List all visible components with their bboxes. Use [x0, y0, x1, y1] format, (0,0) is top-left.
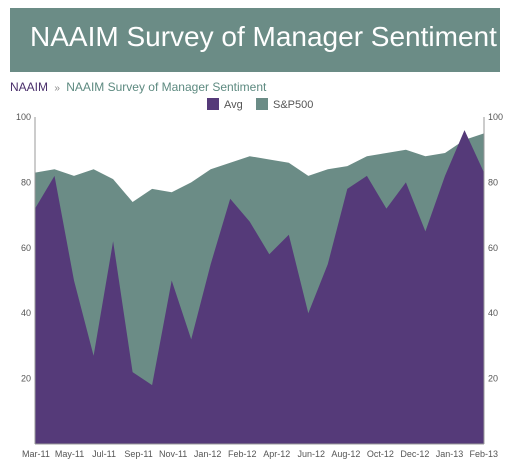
y-tick-label-left: 40	[21, 308, 31, 318]
x-tick-label: May-11	[55, 449, 84, 459]
legend-swatch-sp500	[256, 98, 268, 110]
y-tick-label-left: 60	[21, 243, 31, 253]
x-tick-label: Mar-11	[22, 449, 50, 459]
breadcrumb-current-link[interactable]: NAAIM Survey of Manager Sentiment	[66, 80, 267, 94]
x-tick-label: Feb-13	[469, 449, 498, 459]
legend: Avg S&P500	[207, 98, 313, 111]
plot-area: 20 20 40 40 60 60 80 80 100 100 Mar-11 May-11 Jul-11…	[16, 112, 503, 459]
x-tick-label: Jul-11	[92, 449, 116, 459]
header-banner: NAAIM Survey of Manager Sentiment	[10, 8, 500, 72]
y-tick-label-right: 100	[488, 112, 503, 122]
breadcrumb-separator: »	[54, 83, 60, 94]
x-tick-label: Sep-11	[124, 449, 152, 459]
y-tick-label-right: 80	[488, 177, 498, 187]
legend-label-avg: Avg	[224, 99, 243, 111]
x-tick-label: Jan-13	[436, 449, 464, 459]
x-tick-label: Dec-12	[400, 449, 429, 459]
x-tick-label: Jun-12	[298, 449, 326, 459]
legend-swatch-avg	[207, 98, 219, 110]
x-tick-label: Apr-12	[263, 449, 290, 459]
y-tick-label-left: 20	[21, 374, 31, 384]
y-tick-label-left: 100	[16, 112, 31, 122]
x-tick-label: Jan-12	[194, 449, 222, 459]
x-tick-label: Nov-11	[159, 449, 187, 459]
breadcrumb-home-link[interactable]: NAAIM	[10, 80, 49, 94]
breadcrumb: NAAIM » NAAIM Survey of Manager Sentimen…	[10, 80, 266, 94]
y-tick-label-right: 40	[488, 308, 498, 318]
y-tick-label-left: 80	[21, 177, 31, 187]
legend-label-sp500: S&P500	[273, 99, 313, 111]
sentiment-area-chart: Avg S&P500 20 20 40 40 60 60 80 80 100 100 Mar-11 M…	[16, 98, 503, 459]
x-tick-label: Aug-12	[331, 449, 360, 459]
x-tick-label: Oct-12	[367, 449, 394, 459]
y-tick-label-right: 60	[488, 243, 498, 253]
y-tick-label-right: 20	[488, 374, 498, 384]
x-tick-label: Feb-12	[228, 449, 257, 459]
area-series-avg	[35, 130, 484, 444]
page-title: NAAIM Survey of Manager Sentiment	[30, 21, 497, 52]
